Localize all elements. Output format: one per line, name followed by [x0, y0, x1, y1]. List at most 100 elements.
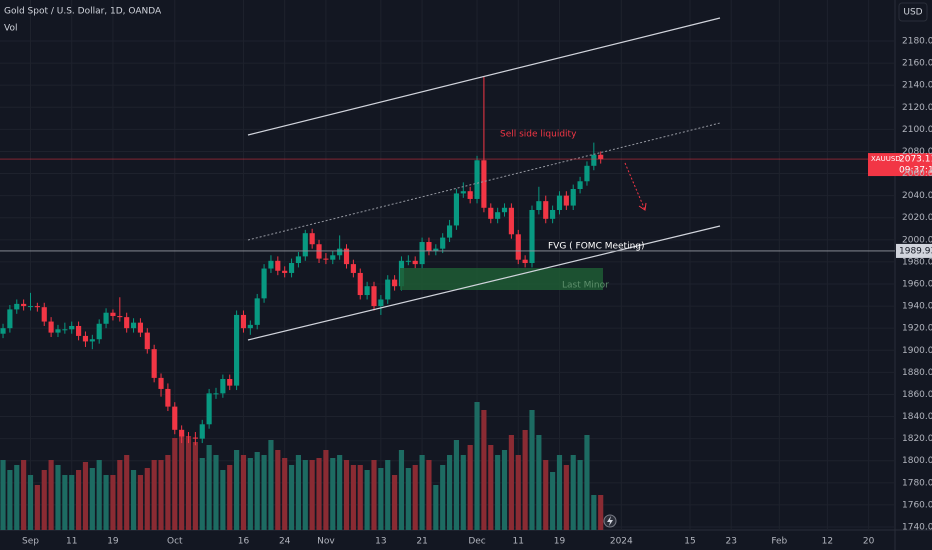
candle-body: [330, 255, 336, 260]
x-tick-label: 11: [513, 537, 524, 547]
x-tick-label: Sep: [22, 537, 39, 547]
volume-bar: [69, 475, 75, 530]
y-tick-label: 2180.000: [902, 36, 932, 46]
y-tick-label: 1740.000: [902, 523, 932, 533]
volume-bar: [240, 455, 247, 530]
volume-bar: [144, 468, 150, 530]
volume-bar: [508, 435, 514, 530]
candle-body: [0, 328, 6, 334]
candle-body: [309, 233, 315, 245]
candle-body: [302, 233, 308, 257]
candle-body: [117, 316, 123, 318]
volume-bar: [192, 442, 198, 530]
currency-box[interactable]: [898, 2, 928, 22]
volume-bar: [254, 452, 260, 530]
candle-body: [543, 201, 549, 219]
currency[interactable]: USD: [903, 8, 922, 18]
candle-body: [261, 268, 267, 299]
countdown-label: 09:37:18: [899, 166, 932, 176]
volume-bar: [563, 465, 569, 530]
candle-body: [405, 260, 411, 262]
volume-bar: [598, 495, 604, 530]
x-tick-label: 20: [863, 537, 875, 547]
candle-body: [337, 248, 343, 256]
volume-bar: [481, 410, 487, 530]
x-tick-label: 23: [725, 537, 736, 547]
y-tick-label: 2040.000: [902, 191, 932, 201]
volume-bar: [330, 458, 336, 530]
candle-body: [275, 260, 281, 271]
volume-bar: [199, 458, 205, 530]
candle-body: [7, 309, 13, 329]
volume-bar: [117, 460, 123, 530]
arrow: [624, 162, 646, 211]
y-tick-label: 1960.000: [902, 279, 932, 289]
volume-layer: [0, 402, 604, 530]
x-tick-label: Oct: [167, 537, 183, 547]
candle-body: [385, 279, 391, 300]
y-tick-label: 1880.000: [902, 368, 932, 378]
candle-body: [137, 322, 143, 333]
volume-bar: [364, 470, 370, 530]
candle-body: [419, 242, 425, 265]
candle-body: [440, 237, 446, 249]
candle-body: [433, 248, 439, 251]
candle-body: [14, 303, 20, 310]
x-tick-label: 16: [238, 537, 250, 547]
arrow-head: [638, 202, 647, 211]
volume-bar: [440, 465, 446, 530]
volume-bar: [584, 435, 590, 530]
y-tick-label: 1940.000: [902, 302, 932, 312]
y-tick-label: 2080.000: [902, 147, 932, 157]
candle-body: [179, 429, 185, 437]
candle-body: [550, 209, 556, 219]
volume-bar: [179, 435, 185, 530]
volume-bar: [550, 472, 556, 530]
y-tick-label: 1800.000: [902, 456, 932, 466]
volume-bar: [323, 450, 329, 530]
candle-body: [185, 436, 192, 438]
candle-body: [158, 377, 164, 389]
candle-body: [268, 260, 274, 269]
volume-bar: [488, 445, 494, 530]
volume-bar: [227, 465, 233, 530]
volume-bar: [433, 485, 439, 530]
y-tick-label: 2140.000: [902, 81, 932, 91]
channel-mid: [247, 122, 721, 241]
volume-bar: [591, 495, 597, 530]
candle-body: [591, 154, 597, 166]
level-label: 1989.935: [899, 246, 932, 256]
annotation: Sell side liquidity: [500, 130, 577, 140]
volume-bar: [7, 470, 13, 530]
y-tick-label: 1980.000: [902, 257, 932, 267]
volume-bar: [337, 455, 343, 530]
candle-body: [522, 259, 528, 264]
volume-bar: [392, 475, 398, 530]
candle-body: [515, 234, 521, 260]
candle-body: [467, 191, 473, 199]
candle-body: [350, 264, 356, 273]
volume-bar: [27, 475, 34, 530]
volume-bar: [529, 410, 535, 530]
candle-body: [130, 322, 137, 329]
volume-bar: [556, 455, 563, 530]
candle-body: [481, 160, 487, 208]
volume-bar: [96, 460, 102, 530]
candle-body: [110, 312, 116, 317]
x-tick-label: Feb: [771, 537, 787, 547]
volume-bar: [371, 460, 377, 530]
volume-label: Vol: [4, 24, 17, 34]
candle-body: [584, 165, 590, 182]
volume-bar: [453, 440, 460, 530]
candle-body: [501, 207, 508, 213]
volume-bar: [234, 450, 240, 530]
x-tick-label: 19: [554, 537, 566, 547]
volume-bar: [220, 470, 226, 530]
candle-body: [556, 195, 563, 210]
x-tick-label: Dec: [468, 537, 485, 547]
candle-body: [234, 314, 240, 386]
volume-bar: [172, 438, 178, 530]
candle-body: [34, 306, 40, 308]
volume-bar: [536, 435, 542, 530]
volume-bar: [165, 455, 171, 530]
